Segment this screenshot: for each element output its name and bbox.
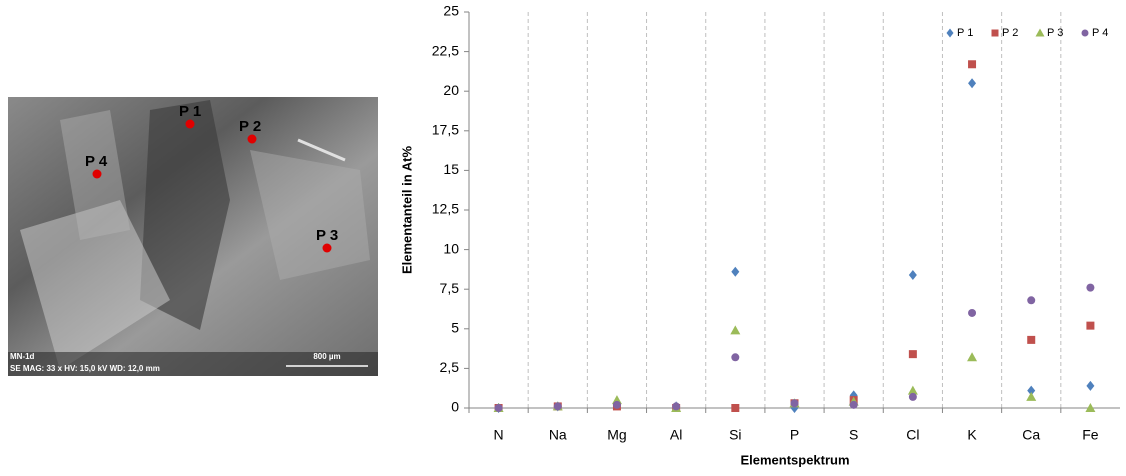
x-axis-title: Elementspektrum: [740, 452, 849, 467]
marker: [731, 266, 740, 277]
x-tick-label: Al: [670, 427, 682, 443]
point-dot: [92, 169, 102, 179]
x-tick-label: N: [494, 427, 504, 443]
y-tick-label: 17,5: [432, 122, 459, 138]
point-label: P 2: [239, 118, 261, 135]
marker: [1026, 391, 1037, 401]
point-dot: [247, 134, 257, 144]
y-tick-label: 25: [443, 3, 459, 19]
marker: [494, 404, 503, 412]
y-axis-title: Elementanteil in At%: [399, 146, 414, 275]
fiber: [297, 138, 346, 162]
info-bar: [8, 352, 378, 376]
y-tick-label: 10: [443, 240, 459, 256]
y-tick-label: 5: [451, 320, 459, 336]
marker: [908, 269, 917, 280]
marker: [1027, 296, 1036, 305]
legend-marker: [991, 29, 999, 37]
marker: [1086, 283, 1095, 292]
marker: [968, 60, 977, 69]
x-tick-label: Fe: [1082, 427, 1099, 443]
y-tick-label: 7,5: [440, 280, 460, 296]
sample-label: MN-1d: [10, 352, 35, 361]
marker: [1086, 380, 1095, 391]
y-tick-label: 0: [451, 399, 459, 415]
legend-marker: [1081, 29, 1089, 37]
y-tick-label: 2,5: [440, 359, 460, 375]
marker: [1027, 385, 1036, 396]
legend-label: P 1: [957, 27, 973, 39]
x-tick-label: Mg: [607, 427, 626, 443]
legend-label: P 2: [1002, 27, 1018, 39]
sem-info: SE MAG: 33 x HV: 15,0 kV WD: 12,0 mm: [10, 364, 160, 373]
marker: [731, 404, 740, 412]
marker: [612, 400, 621, 409]
point-dot: [322, 243, 332, 253]
legend-marker: [946, 28, 954, 38]
chart: Elementanteil in At% Elementspektrum 0 2,…: [399, 3, 1120, 467]
x-tick-label: Si: [729, 427, 741, 443]
x-tick-label: Na: [549, 427, 567, 443]
point-dot: [185, 119, 195, 129]
legend-marker: [1035, 28, 1045, 37]
marker: [908, 350, 917, 359]
point-label: P 3: [316, 227, 338, 244]
marker: [907, 385, 918, 395]
bright-region: [250, 150, 370, 280]
y-tick-label: 12,5: [432, 201, 459, 217]
marker: [730, 325, 741, 335]
micrograph: MN-1d SE MAG: 33 x HV: 15,0 kV WD: 12,0 …: [8, 97, 378, 376]
marker: [968, 78, 977, 89]
bright-region: [20, 200, 170, 370]
marker: [967, 352, 978, 362]
y-tick-label: 15: [443, 161, 459, 177]
x-tick-label: Ca: [1022, 427, 1040, 443]
y-tick-label: 22,5: [432, 42, 459, 58]
marker: [968, 308, 977, 317]
legend-label: P 4: [1092, 27, 1108, 39]
marker: [908, 392, 917, 401]
marker: [731, 353, 740, 362]
marker: [672, 402, 681, 411]
marker: [1027, 335, 1036, 344]
marker: [849, 400, 858, 409]
marker: [1086, 321, 1095, 330]
marker: [553, 402, 562, 411]
x-tick-label: Cl: [906, 427, 919, 443]
marker: [1085, 403, 1096, 412]
scale-label: 800 µm: [313, 352, 340, 361]
legend-label: P 3: [1047, 27, 1063, 39]
x-tick-label: S: [849, 427, 858, 443]
point-label: P 1: [179, 103, 201, 120]
shadow: [140, 100, 230, 330]
point-label: P 4: [85, 153, 108, 170]
marker: [790, 399, 799, 408]
y-tick-label: 20: [443, 82, 459, 98]
x-tick-label: K: [967, 427, 977, 443]
x-tick-label: P: [790, 427, 799, 443]
